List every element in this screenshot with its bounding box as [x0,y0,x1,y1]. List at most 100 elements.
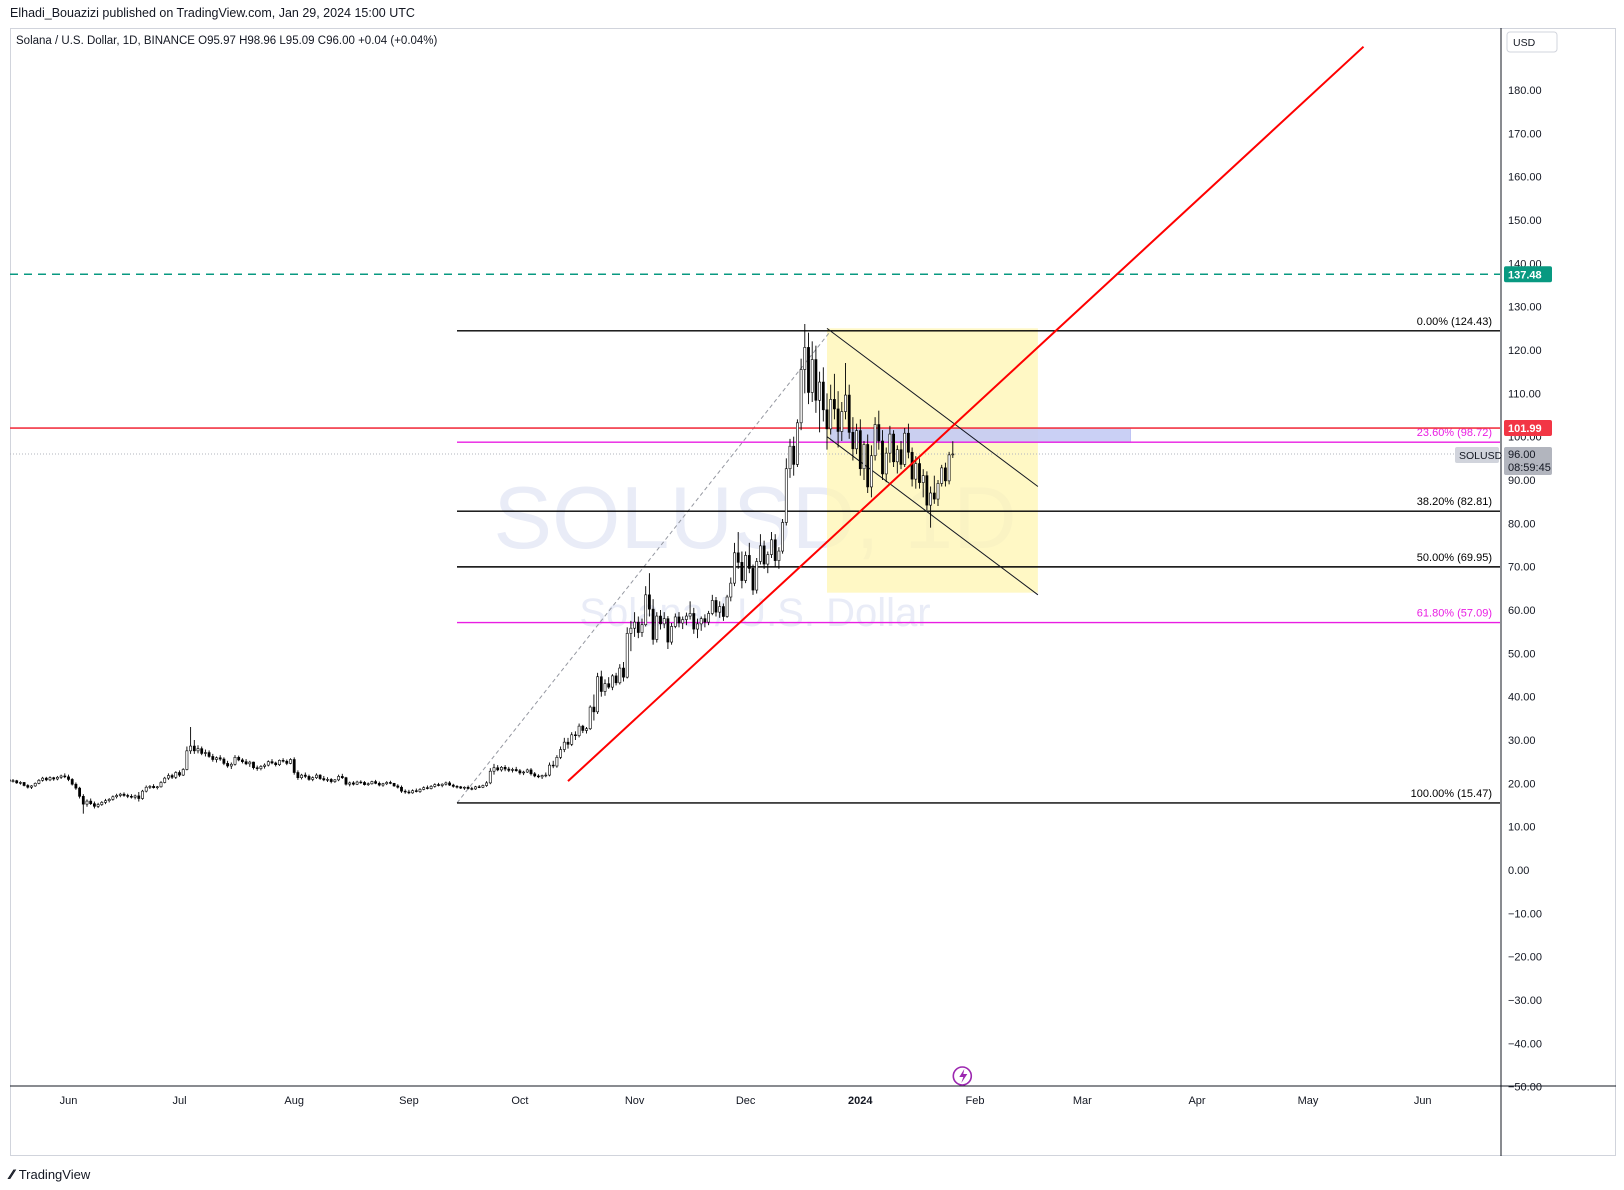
candle-body-151 [566,741,570,745]
candle-body-20 [81,796,85,805]
candle-body-186 [696,623,699,630]
candle-body-212 [792,445,796,465]
candle-body-30 [118,793,122,796]
y-tick-label-22: −40.00 [1508,1038,1542,1050]
candle-body-146 [548,764,551,776]
candle-body-158 [592,706,596,713]
candle-body-173 [647,594,651,610]
candle-body-232 [866,444,870,488]
candle-body-178 [666,618,670,643]
candle-body-150 [562,741,566,750]
candle-body-72 [274,762,278,766]
candle-body-157 [588,706,592,730]
candle-body-95 [359,781,363,784]
candle-body-93 [351,782,355,785]
channel-upper-line [826,327,1039,487]
candle-body-53 [204,752,207,754]
y-tick-label-7: 110.00 [1508,388,1541,400]
candle-body-4 [22,782,26,786]
candle-body-129 [485,782,489,786]
candle-body-102 [385,782,389,785]
ascending-trendline [567,45,1365,782]
publisher-line: Elhadi_Bouazizi published on TradingView… [10,6,415,20]
candle-body-169 [633,621,637,629]
candle-body-1 [11,780,15,782]
chart-frame[interactable]: SOLUSD, 1D Solana / U.S. Dollar 0.00% (124… [10,28,1616,1156]
y-tick-label-15: 30.00 [1508,735,1536,747]
y-tick-label-6: 120.00 [1508,345,1542,357]
candle-body-39 [152,786,156,788]
candle-body-160 [599,676,603,692]
candle-body-55 [211,756,215,760]
y-tick-label-21: −30.00 [1508,995,1542,1007]
candle-body-118 [444,782,448,785]
candle-body-62 [237,757,241,761]
x-tick-label-5: Nov [625,1095,645,1107]
candle-body-103 [388,782,392,784]
x-tick-label-7: 2024 [848,1095,873,1107]
candle-body-143 [536,775,540,778]
candle-body-234 [873,424,877,457]
y-tick-label-9: 90.00 [1508,475,1536,487]
candle-body-105 [396,785,400,788]
candle-body-242 [903,432,907,465]
channel-lower-line [826,436,1039,596]
candle-body-9 [41,777,45,781]
candle-body-41 [159,782,163,788]
candle-body-155 [581,725,585,731]
candle-body-75 [285,760,289,764]
candle-body-84 [318,774,322,779]
candle-body-195 [729,582,733,598]
candle-body-35 [137,795,141,799]
candle-body-24 [96,804,100,807]
x-tick-label-6: Dec [736,1095,756,1107]
candle-body-189 [707,613,711,623]
candle-body-54 [207,752,211,757]
candle-body-109 [411,790,415,794]
candle-body-171 [640,624,644,633]
currency-label: USD [1513,37,1536,49]
candle-body-59 [226,763,230,767]
candle-body-21 [85,800,89,805]
candle-body-49 [189,745,193,752]
y-tick-label-16: 20.00 [1508,778,1536,790]
candle-body-34 [133,795,137,798]
candle-body-221 [825,409,829,430]
candle-body-231 [862,444,866,470]
candle-body-133 [499,767,503,771]
candle-body-98 [370,781,374,785]
candle-body-132 [496,767,500,771]
candle-body-116 [437,784,440,786]
tradingview-mark-icon: ⁄⁄ [10,1166,14,1182]
candle-body-19 [78,787,82,797]
candle-body-96 [363,782,366,785]
candle-body-112 [422,787,426,790]
y-tick-label-0: 180.00 [1508,85,1542,97]
candle-body-156 [585,728,588,731]
y-tick-label-20: −20.00 [1508,952,1542,964]
candle-body-63 [241,759,244,762]
y-tick-label-3: 150.00 [1508,215,1542,227]
candle-body-106 [400,786,403,792]
candle-body-210 [784,468,788,523]
tradingview-logo[interactable]: ⁄⁄ TradingView [10,1166,90,1182]
chart-background [10,28,1616,1156]
candle-body-13 [55,776,59,780]
candle-body-251 [936,483,940,500]
candle-body-201 [751,568,755,591]
candle-body-177 [662,618,666,625]
price-badge-1 [1504,420,1552,437]
x-tick-label-12: Jun [1414,1095,1432,1107]
candle-body-197 [736,552,740,563]
candle-body-61 [233,757,237,765]
candle-body-154 [577,725,581,736]
candle-body-117 [440,783,444,786]
candle-body-245 [914,463,918,480]
candle-body-237 [884,452,888,475]
candle-body-57 [218,757,222,760]
ohlc-header: Solana / U.S. Dollar, 1D, BINANCE O95.97… [16,35,438,47]
candle-body-203 [758,545,762,562]
candle-body-230 [858,430,862,470]
candle-body-198 [740,562,744,581]
